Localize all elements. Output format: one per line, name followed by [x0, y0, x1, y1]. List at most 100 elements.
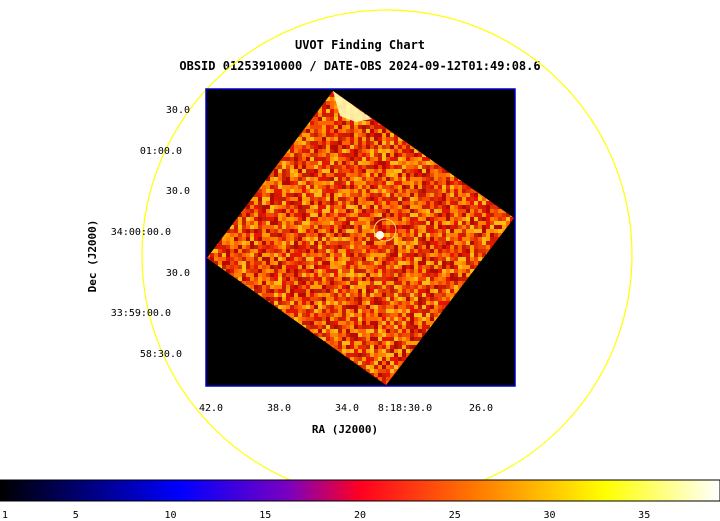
noise-pixel: [306, 289, 310, 293]
noise-pixel: [458, 253, 462, 257]
noise-pixel: [274, 245, 278, 249]
noise-pixel: [310, 273, 314, 277]
noise-pixel: [386, 157, 390, 161]
noise-pixel: [342, 329, 346, 333]
noise-pixel: [434, 241, 438, 245]
noise-pixel: [358, 137, 362, 141]
noise-pixel: [434, 281, 438, 285]
noise-pixel: [266, 257, 270, 261]
noise-pixel: [330, 333, 334, 337]
noise-pixel: [442, 197, 446, 201]
noise-pixel: [286, 161, 290, 165]
noise-pixel: [382, 301, 386, 305]
noise-pixel: [378, 265, 382, 269]
noise-pixel: [354, 165, 358, 169]
noise-pixel: [290, 265, 294, 269]
noise-pixel: [366, 277, 370, 281]
noise-pixel: [334, 101, 338, 105]
noise-pixel: [386, 137, 390, 141]
noise-pixel: [366, 153, 370, 157]
noise-pixel: [462, 265, 466, 269]
noise-pixel: [330, 233, 334, 237]
noise-pixel: [378, 337, 382, 341]
noise-pixel: [294, 141, 298, 145]
noise-pixel: [406, 217, 410, 221]
noise-pixel: [294, 153, 298, 157]
noise-pixel: [262, 273, 266, 277]
noise-pixel: [318, 109, 322, 113]
noise-pixel: [430, 197, 434, 201]
noise-pixel: [350, 313, 354, 317]
noise-pixel: [370, 193, 374, 197]
noise-pixel: [278, 213, 282, 217]
noise-pixel: [350, 121, 354, 125]
noise-pixel: [322, 181, 326, 185]
noise-pixel: [250, 269, 254, 273]
noise-pixel: [374, 173, 378, 177]
noise-pixel: [366, 201, 370, 205]
noise-pixel: [270, 205, 274, 209]
noise-pixel: [342, 253, 346, 257]
noise-pixel: [342, 313, 346, 317]
noise-pixel: [270, 225, 274, 229]
noise-pixel: [386, 205, 390, 209]
noise-pixel: [394, 281, 398, 285]
noise-pixel: [354, 245, 358, 249]
noise-pixel: [418, 169, 422, 173]
noise-pixel: [374, 317, 378, 321]
noise-pixel: [454, 281, 458, 285]
noise-pixel: [338, 229, 342, 233]
noise-pixel: [354, 301, 358, 305]
noise-pixel: [298, 225, 302, 229]
noise-pixel: [302, 209, 306, 213]
noise-pixel: [310, 141, 314, 145]
noise-pixel: [334, 337, 338, 341]
noise-pixel: [354, 197, 358, 201]
noise-pixel: [326, 317, 330, 321]
noise-pixel: [362, 305, 366, 309]
noise-pixel: [306, 145, 310, 149]
noise-pixel: [294, 213, 298, 217]
noise-pixel: [298, 245, 302, 249]
noise-pixel: [450, 213, 454, 217]
noise-pixel: [302, 141, 306, 145]
noise-pixel: [398, 169, 402, 173]
noise-pixel: [310, 197, 314, 201]
noise-pixel: [314, 329, 318, 333]
noise-pixel: [354, 321, 358, 325]
noise-pixel: [318, 137, 322, 141]
noise-pixel: [346, 181, 350, 185]
noise-pixel: [430, 249, 434, 253]
noise-pixel: [402, 161, 406, 165]
noise-pixel: [350, 125, 354, 129]
noise-pixel: [390, 309, 394, 313]
noise-pixel: [414, 301, 418, 305]
noise-pixel: [298, 197, 302, 201]
noise-pixel: [398, 281, 402, 285]
noise-pixel: [318, 173, 322, 177]
noise-pixel: [290, 169, 294, 173]
noise-pixel: [370, 217, 374, 221]
noise-pixel: [378, 217, 382, 221]
noise-pixel: [334, 193, 338, 197]
noise-pixel: [398, 189, 402, 193]
noise-pixel: [358, 149, 362, 153]
noise-pixel: [378, 169, 382, 173]
noise-pixel: [434, 253, 438, 257]
noise-pixel: [422, 265, 426, 269]
noise-pixel: [478, 201, 482, 205]
noise-pixel: [386, 317, 390, 321]
noise-pixel: [258, 197, 262, 201]
noise-pixel: [278, 253, 282, 257]
noise-pixel: [282, 293, 286, 297]
noise-pixel: [282, 285, 286, 289]
noise-pixel: [330, 301, 334, 305]
noise-pixel: [382, 329, 386, 333]
noise-pixel: [334, 237, 338, 241]
noise-pixel: [426, 213, 430, 217]
noise-pixel: [358, 285, 362, 289]
noise-pixel: [230, 249, 234, 253]
noise-pixel: [466, 253, 470, 257]
noise-pixel: [438, 265, 442, 269]
noise-pixel: [390, 189, 394, 193]
